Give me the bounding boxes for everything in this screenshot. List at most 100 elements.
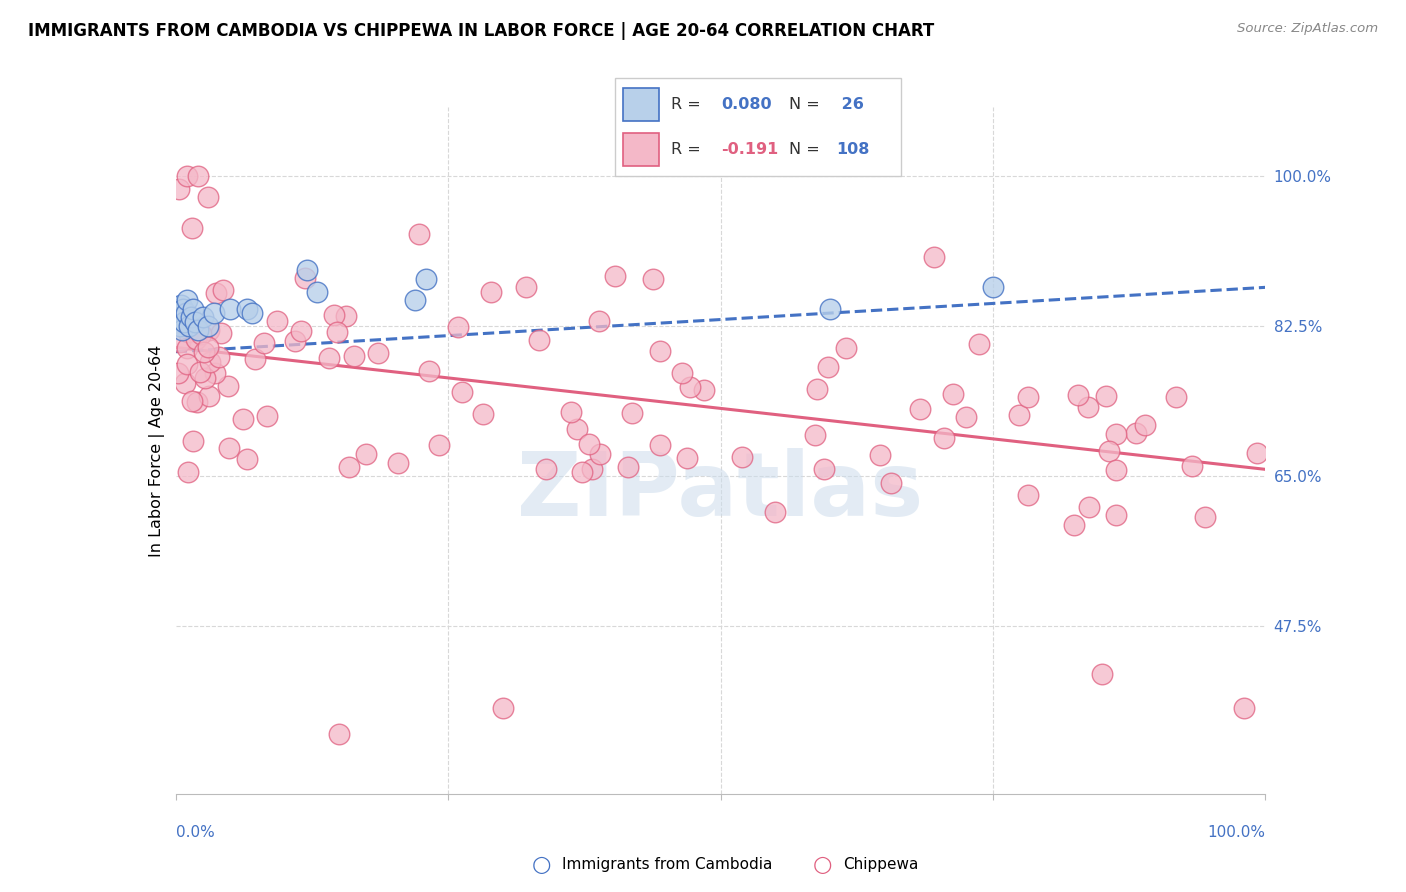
Point: [337, 459, 360, 474]
Point: [326, 325, 349, 339]
FancyBboxPatch shape: [614, 78, 901, 177]
Point: [170, 297, 193, 311]
Point: [174, 309, 197, 323]
Point: [218, 441, 240, 455]
Point: [679, 380, 702, 394]
Point: [1017, 488, 1039, 502]
Point: [191, 310, 214, 325]
Point: [1077, 500, 1099, 514]
Point: [186, 323, 209, 337]
Point: [176, 465, 198, 479]
Point: [621, 406, 644, 420]
Point: [588, 314, 610, 328]
Point: [451, 384, 474, 399]
Point: [942, 387, 965, 401]
Point: [804, 427, 827, 442]
Point: [343, 349, 366, 363]
Point: [408, 227, 430, 241]
Point: [181, 394, 204, 409]
Point: [235, 301, 257, 316]
Point: [605, 269, 627, 284]
Point: [322, 308, 344, 322]
Point: [198, 389, 221, 403]
Point: [295, 263, 318, 277]
Text: Immigrants from Cambodia: Immigrants from Cambodia: [562, 857, 773, 872]
Point: [447, 319, 470, 334]
Point: [527, 333, 550, 347]
Point: [169, 318, 191, 333]
Point: [205, 285, 228, 300]
Point: [955, 409, 977, 424]
Point: [266, 314, 288, 328]
Point: [813, 461, 835, 475]
Point: [835, 341, 858, 355]
Text: ○: ○: [531, 855, 551, 875]
Point: [177, 325, 200, 339]
Point: [253, 335, 276, 350]
Point: [243, 351, 266, 366]
Point: [818, 301, 841, 316]
Point: [967, 336, 990, 351]
Point: [693, 384, 716, 398]
Point: [1077, 401, 1099, 415]
Text: N =: N =: [789, 97, 825, 112]
Y-axis label: In Labor Force | Age 20-64: In Labor Force | Age 20-64: [149, 344, 165, 557]
Point: [367, 346, 389, 360]
Point: [167, 366, 190, 380]
Point: [869, 448, 891, 462]
Point: [880, 475, 903, 490]
Point: [176, 341, 198, 355]
Point: [180, 310, 202, 325]
Text: ZIPatlas: ZIPatlas: [517, 448, 924, 535]
Point: [1246, 446, 1268, 460]
Point: [219, 301, 242, 316]
Text: 0.080: 0.080: [721, 97, 772, 112]
Point: [284, 334, 307, 349]
Point: [198, 354, 221, 368]
Point: [208, 350, 231, 364]
Point: [197, 340, 219, 354]
Text: 0.0%: 0.0%: [176, 825, 215, 839]
Point: [617, 460, 640, 475]
Point: [204, 366, 226, 380]
Point: [515, 280, 537, 294]
Point: [318, 351, 340, 366]
Point: [197, 190, 219, 204]
Point: [1105, 508, 1128, 523]
Point: [1091, 666, 1114, 681]
Point: [405, 293, 427, 308]
Point: [176, 293, 198, 308]
Point: [1094, 389, 1116, 403]
Point: [256, 409, 278, 424]
Text: R =: R =: [671, 142, 706, 157]
Point: [536, 461, 558, 475]
Text: N =: N =: [789, 142, 825, 157]
Point: [910, 401, 932, 416]
Point: [1105, 426, 1128, 441]
Point: [981, 280, 1004, 294]
Point: [181, 434, 204, 448]
Point: [172, 301, 194, 316]
Point: [174, 376, 197, 390]
Point: [1098, 444, 1121, 458]
Point: [560, 405, 582, 419]
Point: [1133, 418, 1156, 433]
Point: [1017, 390, 1039, 404]
Point: [172, 323, 194, 337]
Point: [1067, 388, 1090, 402]
Point: [730, 450, 752, 464]
Point: [194, 371, 217, 385]
Bar: [623, 133, 659, 166]
Point: [181, 220, 204, 235]
Text: 108: 108: [837, 142, 869, 157]
Point: [167, 310, 190, 325]
Point: [471, 407, 494, 421]
Point: [176, 357, 198, 371]
Point: [217, 378, 239, 392]
Text: R =: R =: [671, 97, 706, 112]
Point: [1232, 701, 1256, 715]
Point: [190, 326, 212, 341]
Point: [565, 422, 588, 436]
Point: [589, 447, 612, 461]
Point: [177, 318, 200, 333]
